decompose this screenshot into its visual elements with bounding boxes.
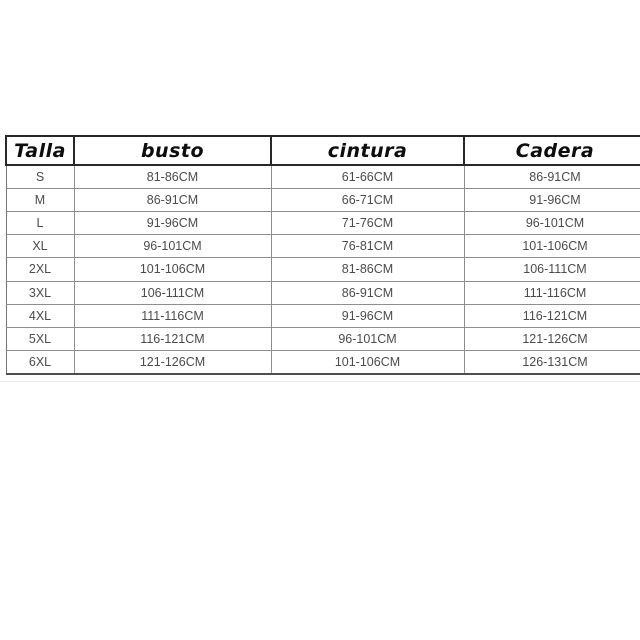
column-header-cintura: cintura [270, 135, 465, 166]
column-header-talla: Talla [5, 135, 75, 166]
table-row-4xl: 4XL 111-116CM 91-96CM 116-121CM [5, 303, 640, 329]
cell-cintura: 86-91CM [270, 280, 465, 305]
cell-cintura: 91-96CM [270, 303, 465, 329]
cell-busto: 86-91CM [73, 187, 272, 212]
cell-busto: 81-86CM [73, 164, 272, 189]
cell-talla: 5XL [5, 327, 75, 352]
table-row-2xl: 2XL 101-106CM 81-86CM 106-111CM [5, 257, 640, 282]
size-chart-table: Talla busto cintura Cadera S 81-86CM 61-… [5, 135, 640, 376]
cell-cintura: 96-101CM [270, 327, 465, 352]
cell-cadera: 116-121CM [463, 303, 640, 329]
cell-cadera: 106-111CM [463, 257, 640, 282]
cell-busto: 106-111CM [73, 280, 272, 305]
column-header-cadera: Cadera [463, 135, 640, 166]
cell-cadera: 91-96CM [463, 187, 640, 212]
size-chart: Talla busto cintura Cadera S 81-86CM 61-… [5, 135, 640, 376]
table-row-5xl: 5XL 116-121CM 96-101CM 121-126CM [5, 327, 640, 352]
cell-talla: M [5, 187, 75, 212]
cell-cintura: 66-71CM [270, 187, 465, 212]
cell-busto: 96-101CM [73, 234, 272, 259]
cell-talla: XL [5, 234, 75, 259]
cell-cadera: 111-116CM [463, 280, 640, 305]
cell-busto: 101-106CM [73, 257, 272, 282]
table-row-l: L 91-96CM 71-76CM 96-101CM [5, 210, 640, 236]
cell-talla: L [5, 210, 75, 236]
cell-cintura: 101-106CM [270, 350, 465, 376]
cell-talla: S [5, 164, 75, 189]
cell-talla: 3XL [5, 280, 75, 305]
cell-talla: 6XL [5, 350, 75, 376]
cell-cintura: 76-81CM [270, 234, 465, 259]
cell-talla: 2XL [5, 257, 75, 282]
cell-cadera: 121-126CM [463, 327, 640, 352]
table-row-s: S 81-86CM 61-66CM 86-91CM [5, 164, 640, 189]
cell-cadera: 96-101CM [463, 210, 640, 236]
cell-busto: 121-126CM [73, 350, 272, 376]
cell-busto: 116-121CM [73, 327, 272, 352]
cell-cintura: 71-76CM [270, 210, 465, 236]
table-row-3xl: 3XL 106-111CM 86-91CM 111-116CM [5, 280, 640, 305]
table-bottom-shadow-line [0, 381, 640, 382]
header-row: Talla busto cintura Cadera [5, 135, 640, 166]
cell-cadera: 101-106CM [463, 234, 640, 259]
cell-cadera: 126-131CM [463, 350, 640, 376]
cell-cintura: 81-86CM [270, 257, 465, 282]
table-row-m: M 86-91CM 66-71CM 91-96CM [5, 187, 640, 212]
column-header-busto: busto [73, 135, 272, 166]
cell-busto: 91-96CM [73, 210, 272, 236]
cell-busto: 111-116CM [73, 303, 272, 329]
table-row-xl: XL 96-101CM 76-81CM 101-106CM [5, 234, 640, 259]
cell-cadera: 86-91CM [463, 164, 640, 189]
table-row-6xl: 6XL 121-126CM 101-106CM 126-131CM [5, 350, 640, 376]
cell-talla: 4XL [5, 303, 75, 329]
cell-cintura: 61-66CM [270, 164, 465, 189]
